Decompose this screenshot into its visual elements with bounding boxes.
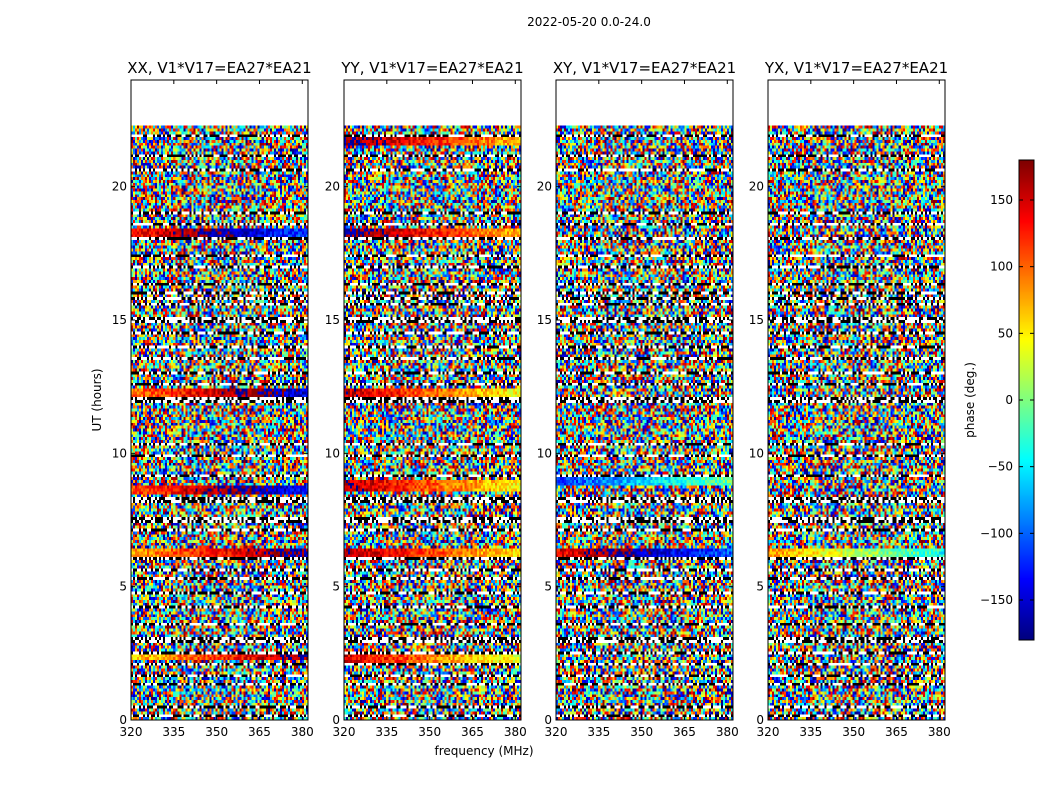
y-tick-label: 10 [325,446,340,460]
colorbar-tick-label: 150 [990,193,1013,207]
x-tick-label: 320 [545,725,568,739]
y-tick-label: 10 [112,446,127,460]
colorbar-gradient [1019,160,1034,640]
x-tick-label: 350 [418,725,441,739]
x-tick-label: 350 [842,725,865,739]
y-tick-label: 5 [332,580,340,594]
x-tick-label: 335 [799,725,822,739]
panel-3: XY, V1*V17=EA27*EA21 320 335 350 365 380 0 5 10 1… [537,59,739,739]
x-tick-label: 365 [673,725,696,739]
colorbar-tick-label: −50 [988,460,1013,474]
colorbar-tick-label: 50 [998,326,1013,340]
y-tick-label: 0 [332,713,340,727]
y-tick-label: 5 [756,580,764,594]
x-tick-label: 365 [885,725,908,739]
panel-frame [767,79,946,721]
y-tick-label: 15 [325,313,340,327]
panel-frame [343,79,522,721]
panel-4: YX, V1*V17=EA27*EA21 320 335 350 365 380 0 5 10 1… [749,59,951,739]
y-tick-label: 10 [537,446,552,460]
figure-title: 2022-05-20 0.0-24.0 [527,15,651,29]
colorbar-tick-label: −150 [980,593,1013,607]
panels: XX, V1*V17=EA27*EA21 320 335 350 365 380 0 5 10 1… [112,59,951,739]
x-tick-label: 350 [205,725,228,739]
y-tick-label: 5 [544,580,552,594]
panel-title: YY, V1*V17=EA27*EA21 [340,59,523,77]
panel-title: YX, V1*V17=EA27*EA21 [764,59,948,77]
y-tick-label: 0 [756,713,764,727]
y-tick-label: 10 [749,446,764,460]
y-axis-label: UT (hours) [90,368,104,431]
colorbar: 150 100 50 0 −50 −100 −150 phase (deg.) [963,159,1035,641]
phase-heatmap [131,80,308,720]
x-tick-label: 335 [375,725,398,739]
y-tick-label: 20 [325,180,340,194]
y-tick-label: 15 [112,313,127,327]
x-tick-label: 350 [630,725,653,739]
y-tick-label: 20 [112,180,127,194]
panel-title: XY, V1*V17=EA27*EA21 [553,59,736,77]
y-tick-label: 15 [749,313,764,327]
x-tick-label: 380 [504,725,527,739]
colorbar-tick-label: 0 [1005,393,1013,407]
colorbar-tick-label: 100 [990,260,1013,274]
x-tick-label: 365 [248,725,271,739]
x-tick-label: 320 [757,725,780,739]
y-tick-label: 0 [544,713,552,727]
panel-2: YY, V1*V17=EA27*EA21 320 335 350 365 380 0 5 10 1… [325,59,527,739]
x-tick-label: 320 [333,725,356,739]
y-tick-label: 20 [749,180,764,194]
x-axis-label: frequency (MHz) [434,744,533,758]
y-tick-label: 5 [119,580,127,594]
panel-title: XX, V1*V17=EA27*EA21 [127,59,311,77]
x-tick-label: 320 [120,725,143,739]
x-tick-label: 380 [716,725,739,739]
colorbar-tick-label: −100 [980,526,1013,540]
x-tick-label: 335 [162,725,185,739]
colorbar-label: phase (deg.) [963,362,977,438]
panel-1: XX, V1*V17=EA27*EA21 320 335 350 365 380 0 5 10 1… [112,59,314,739]
x-tick-label: 365 [461,725,484,739]
y-tick-label: 0 [119,713,127,727]
x-tick-label: 380 [928,725,951,739]
panel-frame [555,79,734,721]
phase-heatmap [556,80,733,720]
x-tick-label: 335 [587,725,610,739]
y-tick-label: 20 [537,180,552,194]
panel-frame [130,79,309,721]
x-tick-label: 380 [291,725,314,739]
phase-heatmap [344,80,521,720]
phase-heatmap [768,80,945,720]
y-tick-label: 15 [537,313,552,327]
